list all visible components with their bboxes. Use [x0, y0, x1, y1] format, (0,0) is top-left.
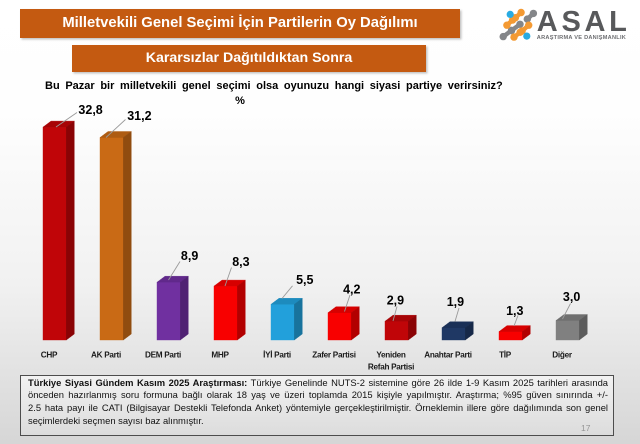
- svg-text:Diğer: Diğer: [552, 351, 573, 360]
- svg-text:ARAŞTIRMA VE DANIŞMANLIK: ARAŞTIRMA VE DANIŞMANLIK: [537, 35, 626, 41]
- svg-text:31,2: 31,2: [127, 109, 151, 123]
- svg-text:İYİ Parti: İYİ Parti: [263, 350, 291, 360]
- svg-text:AK Parti: AK Parti: [91, 351, 121, 360]
- svg-text:4,2: 4,2: [343, 283, 360, 297]
- svg-text:1,3: 1,3: [506, 304, 523, 318]
- svg-text:8,3: 8,3: [232, 255, 249, 269]
- svg-text:Anahtar Parti: Anahtar Parti: [424, 351, 472, 360]
- svg-text:5,5: 5,5: [296, 273, 313, 287]
- svg-text:CHP: CHP: [41, 351, 58, 360]
- svg-text:3,0: 3,0: [563, 290, 580, 304]
- svg-text:DEM Parti: DEM Parti: [145, 351, 181, 360]
- svg-text:1,9: 1,9: [447, 295, 464, 309]
- svg-text:2,9: 2,9: [387, 293, 404, 307]
- svg-text:TİP: TİP: [499, 350, 512, 360]
- svg-text:Refah Partisi: Refah Partisi: [368, 363, 414, 372]
- svg-text:Zafer Partisi: Zafer Partisi: [312, 351, 355, 360]
- svg-text:MHP: MHP: [211, 351, 229, 360]
- svg-text:8,9: 8,9: [181, 249, 198, 263]
- svg-text:ASAL: ASAL: [537, 6, 631, 38]
- svg-text:32,8: 32,8: [78, 103, 102, 117]
- svg-text:Yeniden: Yeniden: [376, 351, 406, 360]
